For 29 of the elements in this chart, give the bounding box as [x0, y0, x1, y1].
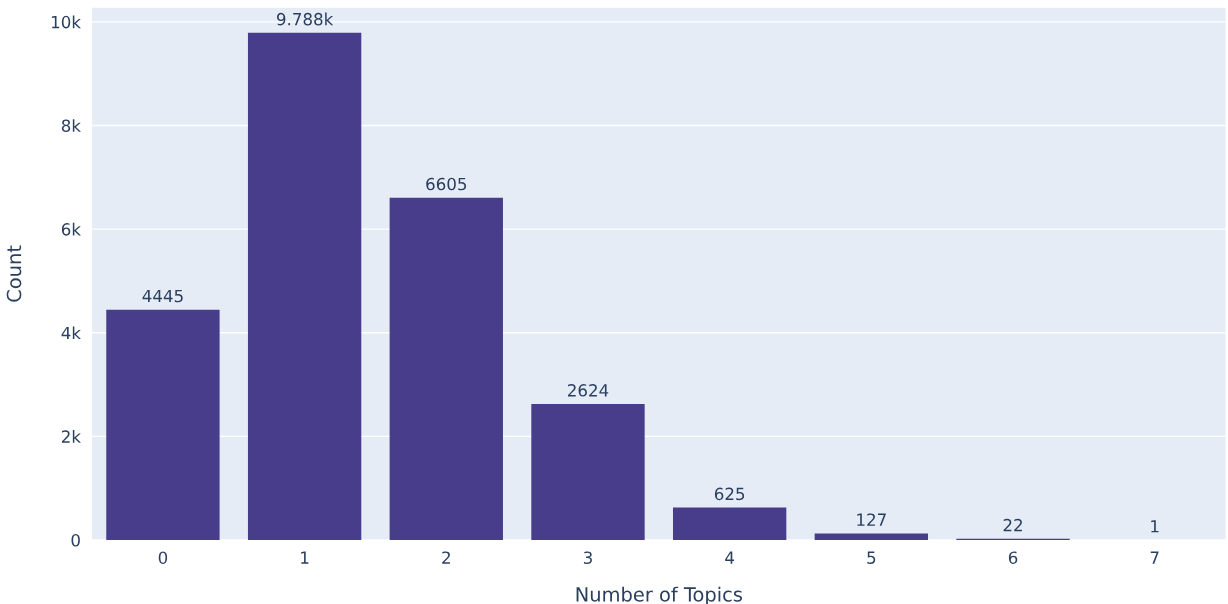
x-tick-label: 4 [725, 551, 735, 564]
x-tick-label: 5 [867, 551, 876, 564]
data-label: 22 [1003, 518, 1022, 532]
data-label: 1 [1151, 520, 1159, 533]
data-label: 127 [857, 513, 886, 526]
bar [531, 404, 645, 540]
y-tick-label: 10k [51, 15, 81, 29]
bar [106, 309, 220, 540]
x-tick-label: 1 [301, 551, 309, 564]
x-tick-label: 2 [442, 551, 450, 564]
y-tick-label: 4k [61, 326, 81, 340]
y-tick-label: 0 [71, 533, 80, 547]
y-axis-title: Count [6, 245, 22, 302]
x-tick-label: 3 [583, 551, 592, 564]
data-label: 4445 [142, 289, 183, 303]
x-tick-label: 0 [158, 551, 168, 564]
bar [814, 533, 929, 540]
x-tick-label: 6 [1008, 551, 1018, 564]
x-tick-label: 7 [1150, 551, 1159, 564]
data-label: 6605 [426, 177, 467, 191]
bar [389, 197, 503, 540]
data-label: 625 [714, 487, 745, 501]
data-label: 2624 [567, 384, 609, 397]
y-tick-label: 6k [61, 222, 81, 236]
y-tick-label: 2k [61, 430, 81, 443]
bar [247, 32, 362, 540]
y-tick-label: 8k [61, 119, 81, 133]
data-label: 9.788k [276, 12, 334, 26]
bar [672, 507, 787, 540]
